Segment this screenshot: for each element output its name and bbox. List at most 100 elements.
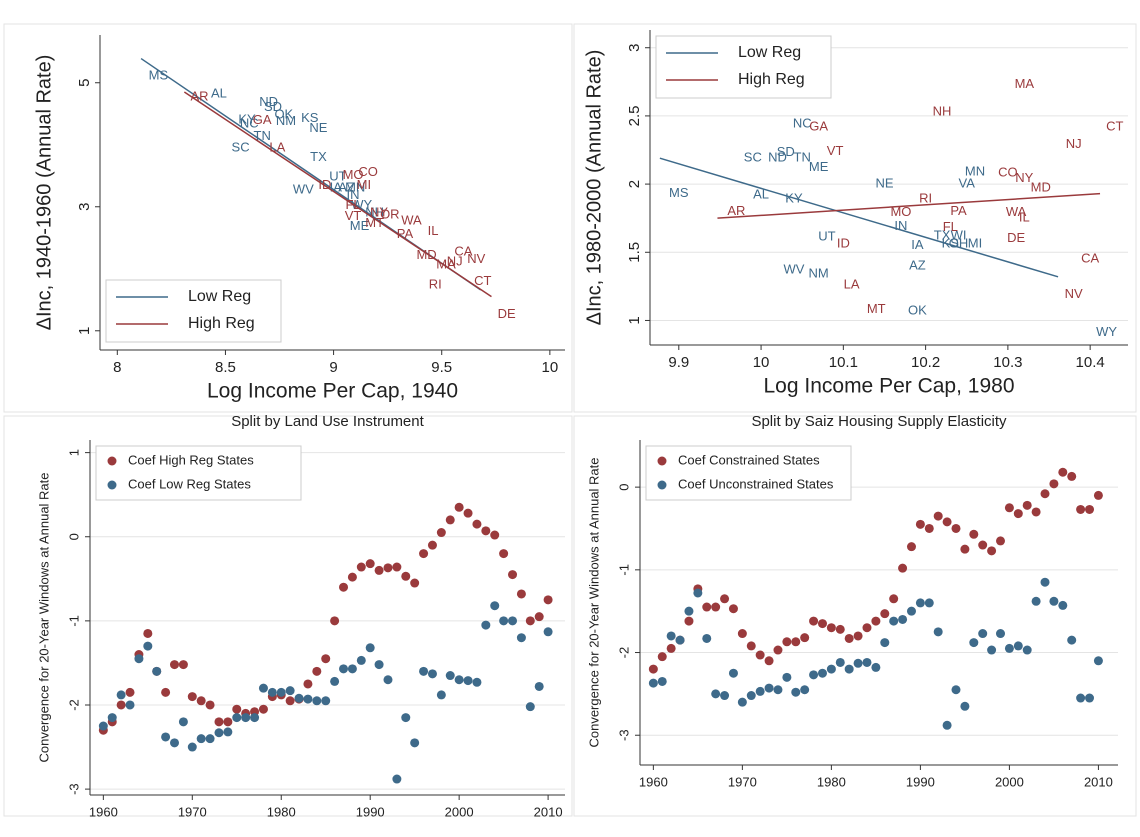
point xyxy=(330,676,340,686)
y-tick-label: 1 xyxy=(626,316,643,324)
point xyxy=(472,519,482,529)
point xyxy=(871,616,881,626)
point xyxy=(534,681,544,691)
legend-swatch xyxy=(107,456,117,466)
point xyxy=(960,544,970,554)
point-label: MS xyxy=(149,67,169,82)
point xyxy=(1031,596,1041,606)
x-axis-label: Log Income Per Cap, 1940 xyxy=(207,380,458,403)
point xyxy=(675,635,685,645)
x-tick-label: 9.5 xyxy=(431,359,452,376)
point xyxy=(1022,645,1032,655)
point xyxy=(445,515,455,525)
point xyxy=(1067,635,1077,645)
point-label: CA xyxy=(454,243,472,258)
point xyxy=(170,738,180,748)
point xyxy=(791,637,801,647)
point xyxy=(436,690,446,700)
legend-label: Low Reg xyxy=(188,288,251,305)
point-label: NH xyxy=(933,103,952,118)
x-tick-label: 10.4 xyxy=(1076,354,1105,371)
point xyxy=(693,588,703,598)
point xyxy=(454,675,464,685)
point xyxy=(720,691,730,701)
point-label: OR xyxy=(380,206,400,221)
point xyxy=(232,713,242,723)
x-tick-label: 9 xyxy=(329,359,337,376)
y-axis-label: Convergence for 20-Year Windows at Annua… xyxy=(36,472,51,762)
legend-box xyxy=(95,445,302,501)
point-label: AR xyxy=(190,88,208,103)
chart-title: Split by Saiz Housing Supply Elasticity xyxy=(751,413,1007,430)
point xyxy=(410,578,420,588)
x-tick-label: 1960 xyxy=(639,774,668,789)
point xyxy=(116,690,126,700)
point-label: VA xyxy=(959,176,976,191)
point xyxy=(472,677,482,687)
point xyxy=(1093,656,1103,666)
point-label: VT xyxy=(827,143,844,158)
point xyxy=(321,696,331,706)
point-label: WY xyxy=(1096,324,1117,339)
point xyxy=(116,700,126,710)
point-label: SD xyxy=(264,99,282,114)
legend-label: Coef Unconstrained States xyxy=(678,476,834,491)
point-label: IN xyxy=(347,187,360,202)
point xyxy=(800,685,810,695)
point xyxy=(436,528,446,538)
point xyxy=(933,627,943,637)
point xyxy=(728,604,738,614)
point xyxy=(898,614,908,624)
point xyxy=(339,582,349,592)
point xyxy=(374,565,384,575)
point xyxy=(889,616,899,626)
x-tick-label: 1990 xyxy=(356,804,385,819)
x-tick-label: 10.3 xyxy=(993,354,1022,371)
point-label: OH xyxy=(949,236,969,251)
point xyxy=(755,650,765,660)
point xyxy=(490,601,500,611)
point-label: KS xyxy=(942,236,960,251)
point xyxy=(543,627,553,637)
point-label: UT xyxy=(818,229,835,244)
point xyxy=(285,686,295,696)
legend-swatch xyxy=(657,480,667,490)
panel-frame xyxy=(573,415,1137,817)
point-label: OK xyxy=(908,302,927,317)
point xyxy=(1058,600,1068,610)
point xyxy=(125,687,135,697)
point-label: MT xyxy=(365,215,384,230)
y-tick-label: -2 xyxy=(616,647,631,659)
point xyxy=(844,633,854,643)
x-tick-label: 2010 xyxy=(1084,774,1113,789)
point xyxy=(303,679,313,689)
point-label: AL xyxy=(753,186,769,201)
point-label: MN xyxy=(965,163,985,178)
point-label: ME xyxy=(350,218,370,233)
point xyxy=(1085,693,1095,703)
point xyxy=(1004,503,1014,513)
point xyxy=(303,694,313,704)
point xyxy=(862,623,872,633)
point-label: AZ xyxy=(909,257,926,272)
legend-label: Coef High Reg States xyxy=(128,452,254,467)
point xyxy=(187,742,197,752)
point xyxy=(347,572,357,582)
y-tick-label: 1 xyxy=(76,327,93,335)
x-tick-label: 10 xyxy=(542,359,559,376)
point xyxy=(241,713,251,723)
y-tick-label: 3 xyxy=(626,44,643,52)
point xyxy=(125,700,135,710)
point-label: ME xyxy=(809,159,829,174)
point xyxy=(463,676,473,686)
point xyxy=(481,620,491,630)
point xyxy=(214,728,224,738)
point xyxy=(826,623,836,633)
y-tick-label: 0 xyxy=(616,484,631,491)
point-label: GA xyxy=(809,118,828,133)
point xyxy=(1040,489,1050,499)
x-tick-label: 8.5 xyxy=(215,359,236,376)
point xyxy=(898,563,908,573)
point xyxy=(499,616,509,626)
